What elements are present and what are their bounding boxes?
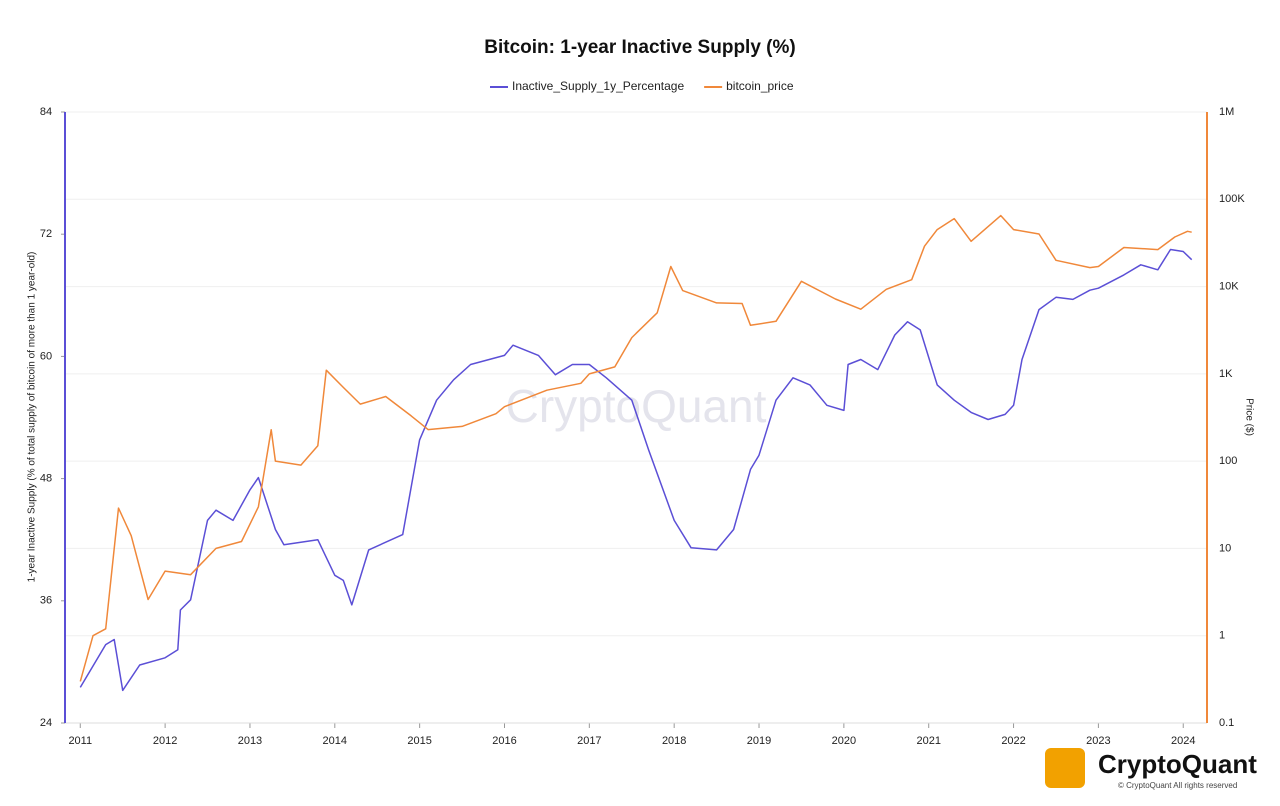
y2-tick-label: 1 (1219, 630, 1225, 642)
x-tick-label: 2017 (577, 735, 601, 747)
x-tick-label: 2020 (832, 735, 856, 747)
x-tick-label: 2015 (407, 735, 431, 747)
x-tick-label: 2024 (1171, 735, 1195, 747)
y-tick-label: 48 (40, 473, 52, 485)
x-tick-label: 2022 (1001, 735, 1025, 747)
x-tick-label: 2021 (916, 735, 940, 747)
y2-tick-label: 100K (1219, 193, 1245, 205)
x-tick-label: 2011 (68, 735, 92, 747)
y2-tick-label: 1K (1219, 368, 1233, 380)
chart-title: Bitcoin: 1-year Inactive Supply (%) (484, 37, 795, 58)
footer-logo: CryptoQuant (1098, 749, 1257, 779)
legend-label: Inactive_Supply_1y_Percentage (512, 79, 684, 93)
y-tick-label: 60 (40, 350, 52, 362)
y2-tick-label: 10 (1219, 542, 1231, 554)
x-tick-label: 2018 (662, 735, 686, 747)
y2-tick-label: 1M (1219, 106, 1234, 118)
y2-tick-label: 10K (1219, 280, 1239, 292)
y2-tick-label: 100 (1219, 455, 1237, 467)
series-line (79, 214, 1192, 682)
y2-tick-label: 0.1 (1219, 717, 1234, 729)
x-tick-label: 2014 (323, 735, 347, 747)
y-tick-label: 24 (40, 717, 52, 729)
x-tick-label: 2019 (747, 735, 771, 747)
x-tick-label: 2012 (153, 735, 177, 747)
watermark: CryptoQuant (506, 380, 767, 432)
x-tick-label: 2013 (238, 735, 262, 747)
logo-icon (1045, 748, 1085, 788)
y2-axis-title: Price ($) (1243, 398, 1254, 436)
y-tick-label: 84 (40, 106, 52, 118)
legend-label: bitcoin_price (726, 79, 794, 93)
x-tick-label: 2016 (492, 735, 516, 747)
y-tick-label: 36 (40, 595, 52, 607)
series-line (79, 248, 1193, 692)
x-tick-label: 2023 (1086, 735, 1110, 747)
copyright: © CryptoQuant All rights reserved (1118, 781, 1237, 790)
y-axis-title: 1-year Inactive Supply (% of total suppl… (27, 252, 38, 583)
y-tick-label: 72 (40, 228, 52, 240)
